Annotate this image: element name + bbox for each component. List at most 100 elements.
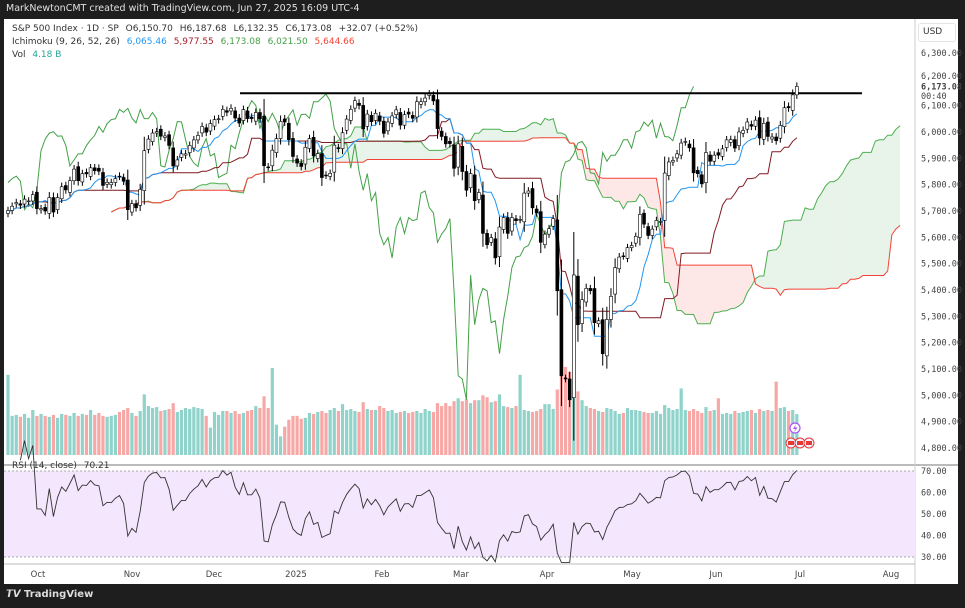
candle (200, 122, 204, 137)
volume-bar (440, 406, 444, 455)
candle (328, 169, 332, 181)
candle (68, 176, 72, 197)
candle-body (179, 153, 184, 158)
candle (691, 139, 696, 182)
volume-bar (477, 400, 481, 455)
candle-body (353, 100, 357, 109)
candle-body (320, 153, 324, 178)
volume-bar (778, 408, 782, 455)
symbol-name[interactable]: S&P 500 Index · 1D · SP (12, 24, 119, 34)
cloud-segment (615, 178, 620, 202)
volume-bar (312, 413, 316, 455)
time-tick-label: Jun (708, 570, 722, 580)
candle-body (666, 161, 671, 176)
currency-button[interactable]: USD (918, 23, 956, 42)
cloud-segment (561, 133, 566, 138)
candle-body (30, 194, 35, 202)
candle (303, 141, 308, 170)
volume-bar (291, 415, 295, 455)
cloud-segment (747, 265, 752, 293)
candle-body (538, 211, 543, 243)
volume-bar (225, 410, 229, 455)
volume-bar (456, 398, 460, 455)
volume-bar (592, 409, 597, 455)
candle-body (774, 136, 778, 141)
senkou-span-a-line (111, 117, 901, 325)
cloud-segment (309, 157, 314, 172)
volume-bar (741, 411, 745, 455)
cloud-segment (202, 184, 207, 191)
candle-body (150, 132, 155, 142)
candle (163, 132, 167, 142)
candle-body (274, 138, 279, 153)
volume-bar (634, 410, 638, 455)
cloud-segment (763, 251, 768, 289)
ichimoku-label[interactable]: Ichimoku (9, 26, 52, 26) (12, 37, 120, 47)
candle (774, 133, 778, 145)
cloud-segment (532, 122, 537, 138)
cloud-segment (619, 178, 624, 209)
volume-bar (518, 374, 522, 455)
chikou-lagging-line (7, 86, 695, 400)
cloud-segment (677, 265, 682, 311)
cloud-segment (371, 140, 376, 160)
candle-body (398, 112, 403, 126)
cloud-segment (536, 122, 541, 138)
candle-body (204, 127, 209, 133)
tenkan-value: 6,065.46 (126, 37, 167, 47)
cloud-segment (524, 125, 529, 142)
candle (365, 109, 370, 131)
candle (448, 137, 452, 148)
volume-bar (35, 415, 39, 455)
volume-bar (167, 409, 171, 455)
candle-body (605, 319, 609, 357)
cloud-segment (652, 178, 657, 210)
rsi-tick-label: 50.00 (921, 510, 947, 520)
cloud-segment (206, 183, 211, 191)
candle (638, 206, 642, 246)
volume-bar (316, 411, 320, 455)
candle (97, 164, 101, 176)
volume-bar (138, 410, 142, 455)
volume-bar (183, 408, 188, 455)
candle-body (633, 235, 638, 244)
volume-bar (762, 410, 766, 455)
vol-label[interactable]: Vol (12, 50, 26, 60)
volume-bar (386, 410, 390, 455)
candle (187, 141, 192, 157)
candle (80, 169, 85, 186)
time-tick-label: Dec (206, 570, 223, 580)
candle (716, 148, 721, 160)
volume-bar (254, 406, 258, 455)
volume-bar (576, 391, 580, 455)
candle-body (534, 208, 539, 214)
cloud-segment (710, 265, 715, 324)
candle (427, 90, 432, 100)
volume-bar (493, 401, 497, 455)
volume-bar (700, 412, 704, 455)
candle-body (97, 167, 101, 172)
volume-bar (415, 410, 419, 455)
candle-body (419, 101, 423, 105)
candle-body (658, 221, 663, 223)
time-tick-label: May (623, 570, 641, 580)
candle (423, 93, 427, 106)
cloud-segment (755, 276, 760, 287)
time-tick-label: Aug (883, 570, 900, 580)
candle-body (650, 228, 655, 236)
cloud-segment (350, 126, 355, 163)
volume-bar (497, 394, 502, 455)
candle-body (410, 115, 415, 119)
candle-body (311, 137, 316, 157)
rsi-label[interactable]: RSI (14, close) (12, 461, 77, 471)
volume-bar (621, 412, 625, 455)
candle-body (761, 123, 766, 140)
candle-body (22, 198, 27, 205)
cloud-segment (359, 126, 364, 163)
candle (130, 199, 134, 216)
candle-body (241, 109, 246, 121)
candle-body (303, 146, 308, 165)
volume-bar (407, 412, 411, 455)
candle (332, 135, 337, 182)
